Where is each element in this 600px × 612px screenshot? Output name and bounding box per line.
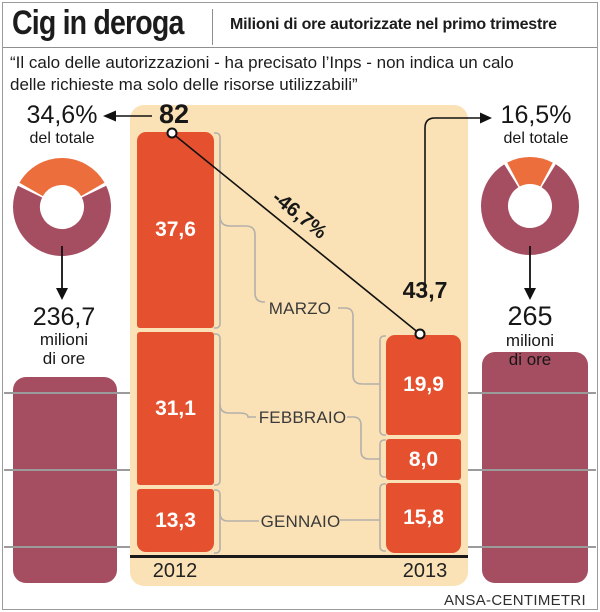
title-divider	[212, 9, 213, 45]
total-label-2013: 43,7	[402, 277, 448, 303]
bar-2012-marzo: 37,6	[137, 132, 214, 328]
bar-2013-marzo: 19,9	[386, 335, 461, 435]
right-total-value: 265	[507, 301, 553, 331]
page-subtitle: Milioni di ore autorizzate nel primo tri…	[230, 16, 557, 33]
left-total-block	[13, 377, 117, 583]
bar-2012-gennaio: 13,3	[137, 489, 214, 552]
footer-credit: ANSA-CENTIMETRI	[443, 592, 586, 609]
total-label-2012: 82	[158, 99, 190, 129]
page-title: Cig in deroga	[12, 4, 184, 42]
bar-value-2013-febbraio: 8,0	[408, 447, 439, 471]
month-label-marzo: MARZO	[268, 299, 332, 318]
left-total-unit-1: milioni	[39, 330, 89, 349]
month-label-gennaio: GENNAIO	[260, 512, 341, 531]
bar-value-2012-gennaio: 13,3	[155, 508, 196, 532]
year-label-2013: 2013	[402, 560, 448, 582]
bar-value-2012-febbraio: 31,1	[155, 396, 196, 420]
quote-line-2: delle richieste ma solo delle risorse ut…	[10, 75, 358, 94]
left-percent: 34,6%	[26, 101, 98, 129]
left-percent-caption: del totale	[29, 130, 95, 147]
month-label-febbraio: FEBBRAIO	[258, 408, 347, 427]
header-rule	[3, 47, 597, 48]
year-label-2012: 2012	[152, 560, 198, 582]
bar-2012-febbraio: 31,1	[137, 332, 214, 485]
left-donut-chart	[13, 158, 111, 256]
bar-value-2012-marzo: 37,6	[155, 218, 196, 241]
right-total-block	[482, 352, 588, 583]
right-donut-highlight-arc	[481, 157, 579, 256]
left-total-unit-2: di ore	[42, 349, 86, 368]
right-total-unit-1: milioni	[505, 331, 555, 350]
left-donut-highlight-arc	[13, 158, 111, 256]
quote-text: “Il calo delle autorizzazioni - ha preci…	[10, 52, 596, 96]
right-total-unit-2: di ore	[508, 350, 552, 369]
bar-value-2013-gennaio: 15,8	[403, 506, 444, 529]
left-total-value: 236,7	[32, 303, 96, 331]
right-donut-chart	[481, 157, 579, 256]
x-axis-line	[130, 555, 468, 558]
bar-2013-gennaio: 15,8	[386, 483, 461, 553]
bar-value-2013-marzo: 19,9	[403, 373, 444, 396]
bar-2013-febbraio: 8,0	[386, 439, 461, 480]
quote-line-1: “Il calo delle autorizzazioni - ha preci…	[10, 53, 514, 72]
right-percent: 16,5%	[500, 101, 572, 129]
right-percent-caption: del totale	[503, 130, 569, 147]
